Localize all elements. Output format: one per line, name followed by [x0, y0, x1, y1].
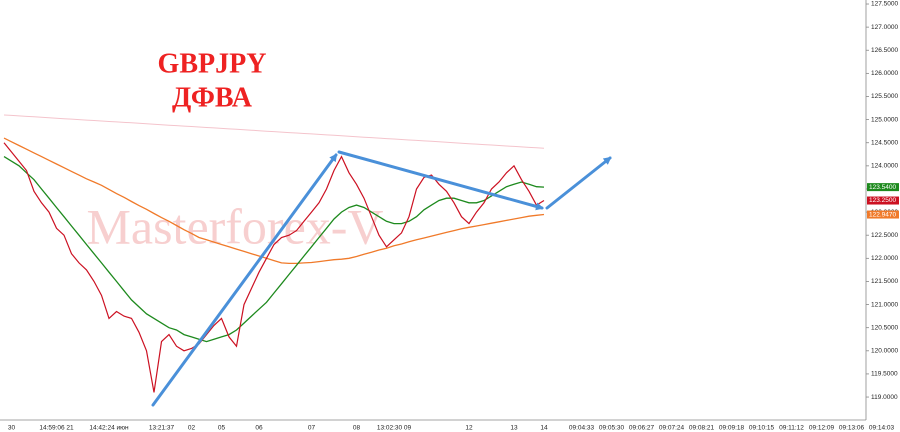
series-line — [3, 156, 545, 343]
x-tick-label: 05 — [218, 425, 226, 432]
y-tick-label: 121.5000 — [871, 278, 898, 285]
y-tick-label: 126.5000 — [871, 47, 898, 54]
y-tick-label: 119.5000 — [871, 371, 898, 378]
watermark: Masterforex-V — [86, 198, 383, 254]
last-value-label: 122.9470 — [869, 211, 896, 218]
y-tick-label: 126.0000 — [871, 70, 898, 77]
x-tick-label: 14:42:24 июн — [89, 425, 129, 432]
x-tick-label: 09:10:15 — [749, 425, 775, 432]
y-tick-label: 122.0000 — [871, 255, 898, 262]
x-tick-label: 09:11:12 — [779, 425, 804, 432]
x-tick-label: 13:21:37 — [149, 425, 175, 432]
plot: 119.0000 119.5000 120.0000 120.5000 121.0000… — [3, 1, 899, 432]
x-tick-label: 13:02:30 09 — [377, 425, 412, 432]
chart-title: GBPJPY — [158, 48, 267, 79]
x-tick-label: 02 — [188, 425, 196, 432]
x-tick-label: 09:12:09 — [809, 425, 835, 432]
x-tick-label: 09:14:03 — [869, 425, 895, 432]
x-tick-label: 07 — [308, 425, 316, 432]
x-tick-label: 30 — [8, 425, 16, 432]
y-tick-label: 125.5000 — [871, 93, 898, 100]
chart-subtitle: ДФВА — [172, 82, 253, 113]
x-tick-label: 09:13:06 — [839, 425, 865, 432]
last-value-label: 123.2500 — [869, 197, 896, 204]
x-tick-label: 09:09:18 — [719, 425, 745, 432]
y-tick-label: 119.0000 — [871, 394, 898, 401]
last-value-tag — [867, 183, 899, 192]
x-tick-label: 14:59:06 21 — [39, 425, 74, 432]
x-tick-label: 12 — [465, 425, 473, 432]
y-tick-label: 127.5000 — [871, 1, 898, 8]
last-value-tag — [867, 210, 899, 219]
series-line — [3, 137, 545, 265]
last-value-tag — [867, 196, 899, 205]
x-tick-label: 13 — [510, 425, 518, 432]
y-tick-label: 127.0000 — [871, 24, 898, 31]
x-tick-label: 09:07:24 — [659, 425, 685, 432]
x-tick-label: 09:06:27 — [629, 425, 655, 432]
annotation-arrows — [151, 150, 612, 407]
y-tick-label: 124.5000 — [871, 139, 898, 146]
y-tick-label: 125.0000 — [871, 116, 898, 123]
last-value-label: 123.5400 — [869, 184, 896, 191]
y-tick-label: 120.5000 — [871, 324, 898, 331]
series-line — [3, 114, 545, 149]
series-line — [3, 142, 545, 393]
arrow — [337, 150, 544, 211]
x-tick-label: 06 — [255, 425, 263, 432]
x-tick-label: 09:05:30 — [599, 425, 625, 432]
arrow — [151, 153, 338, 407]
arrow — [545, 156, 612, 210]
x-tick-label: 14 — [540, 425, 548, 432]
y-tick-label: 124.0000 — [871, 163, 898, 170]
y-tick-label: 120.0000 — [871, 348, 898, 355]
y-tick-label: 122.5000 — [871, 232, 898, 239]
x-tick-label: 09:04:33 — [569, 425, 595, 432]
x-tick-label: 09:08:21 — [689, 425, 715, 432]
y-tick-label: 121.0000 — [871, 301, 898, 308]
x-tick-label: 08 — [353, 425, 361, 432]
